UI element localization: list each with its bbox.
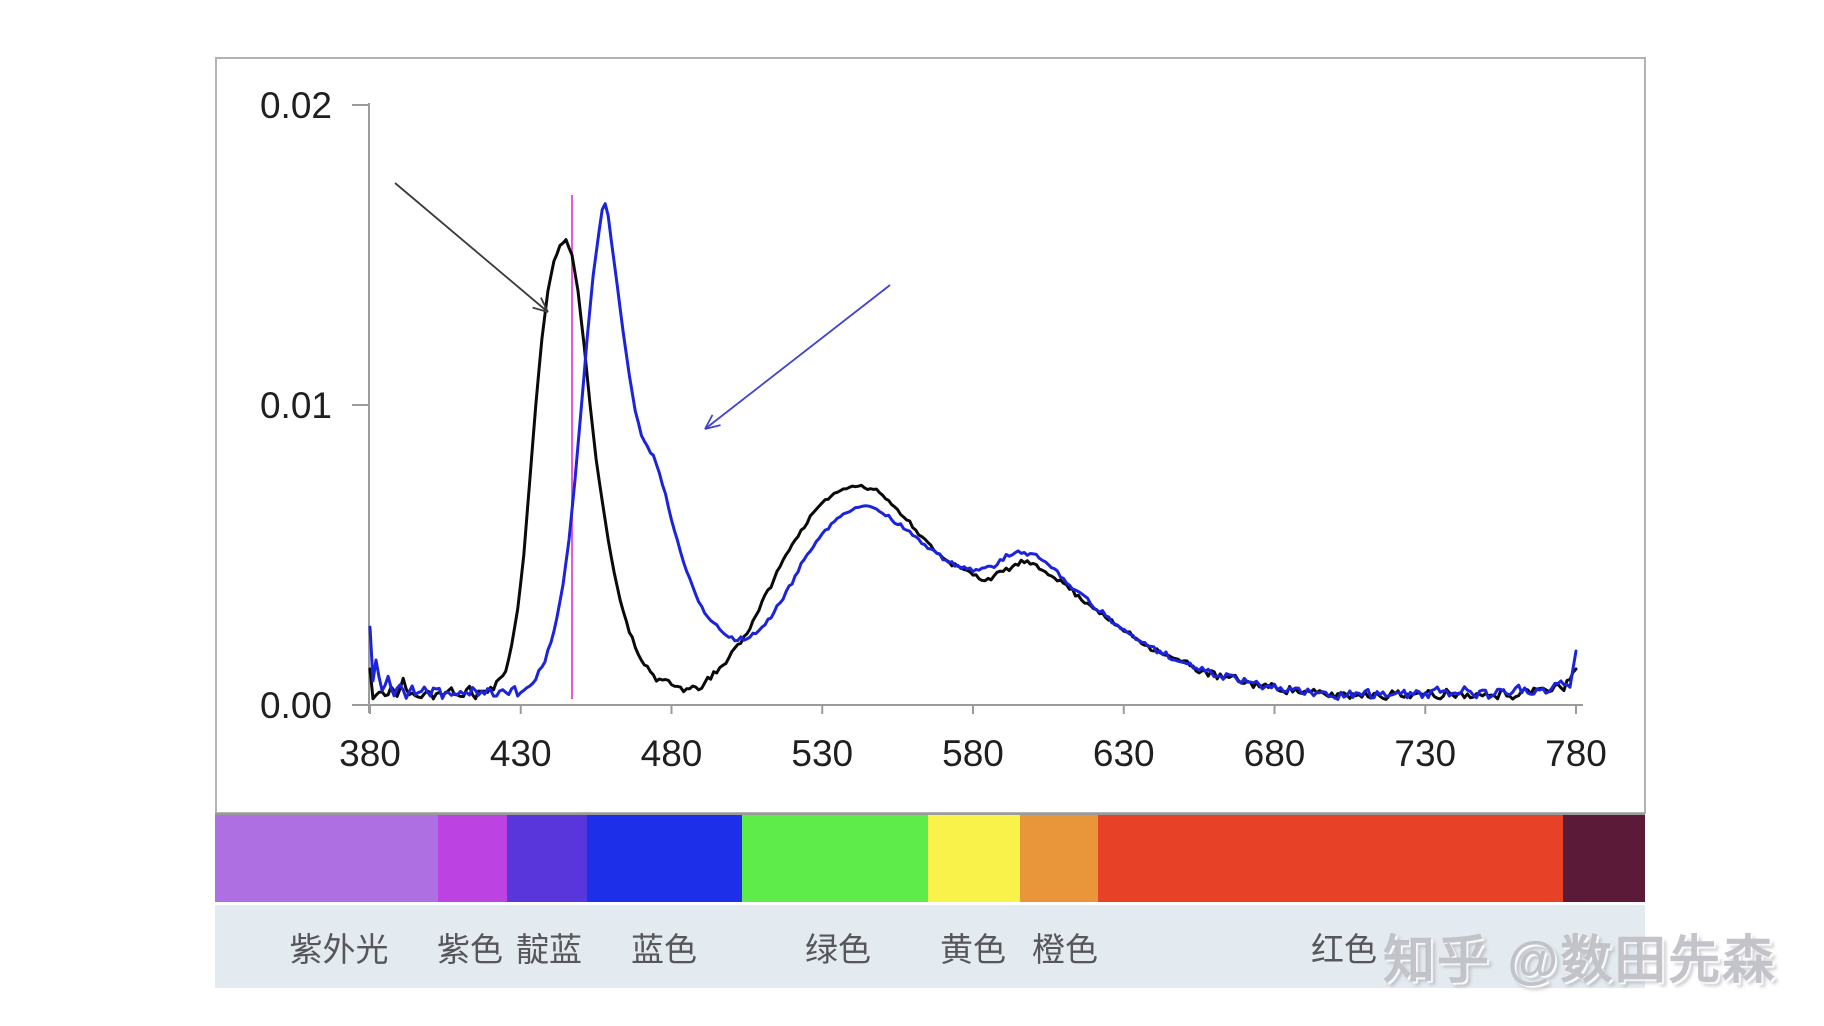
x-tick-label: 630 bbox=[1093, 733, 1155, 774]
band-label-5: 绿色 bbox=[805, 930, 871, 968]
black-arrow-shaft bbox=[394, 182, 549, 313]
black-arrow-head bbox=[532, 306, 549, 313]
y-tick-label: 0.02 bbox=[260, 85, 332, 126]
band-label-3: 靛蓝 bbox=[516, 930, 582, 968]
x-tick-label: 730 bbox=[1394, 733, 1456, 774]
spectrum-blue-curve bbox=[368, 202, 1578, 701]
y-tick-label: 0.01 bbox=[260, 385, 332, 426]
spectrum-band-4 bbox=[587, 815, 742, 902]
x-tick-label: 680 bbox=[1244, 733, 1306, 774]
spectrum-band-2 bbox=[438, 815, 507, 902]
spectrum-color-bar bbox=[215, 813, 1645, 902]
spectrum-band-7 bbox=[1020, 815, 1098, 902]
x-tick-label: 530 bbox=[791, 733, 853, 774]
black-arrow-head bbox=[540, 297, 549, 313]
x-tick-label: 480 bbox=[641, 733, 703, 774]
x-tick-label: 430 bbox=[490, 733, 552, 774]
band-label-7: 橙色 bbox=[1032, 930, 1098, 968]
blue-arrow-shaft bbox=[704, 284, 891, 430]
band-label-8: 红色 bbox=[1311, 930, 1377, 968]
x-tick-label: 580 bbox=[942, 733, 1004, 774]
spectrum-band-3 bbox=[507, 815, 587, 902]
x-tick-label: 780 bbox=[1545, 733, 1607, 774]
band-label-2: 紫色 bbox=[437, 930, 503, 968]
blue-arrow-head bbox=[704, 414, 714, 430]
band-label-6: 黄色 bbox=[940, 930, 1006, 968]
spectrum-band-5 bbox=[742, 815, 928, 902]
spectrum-band-6 bbox=[928, 815, 1020, 902]
watermark: 知乎 @数田先森 bbox=[1383, 932, 1777, 990]
band-label-1: 紫外光 bbox=[289, 930, 389, 968]
blue-arrow-head bbox=[704, 424, 721, 430]
spectrum-band-1 bbox=[215, 815, 438, 902]
band-label-4: 蓝色 bbox=[631, 930, 697, 968]
y-tick-label: 0.00 bbox=[260, 685, 332, 726]
spectrum-band-9 bbox=[1563, 815, 1645, 902]
x-tick-label: 380 bbox=[339, 733, 401, 774]
band-label-strip: 紫外光 紫色 靛蓝 蓝色 绿色 黄色 橙色 红色 bbox=[215, 905, 1645, 988]
spectrum-band-8 bbox=[1098, 815, 1563, 902]
chart-frame bbox=[215, 57, 1646, 814]
